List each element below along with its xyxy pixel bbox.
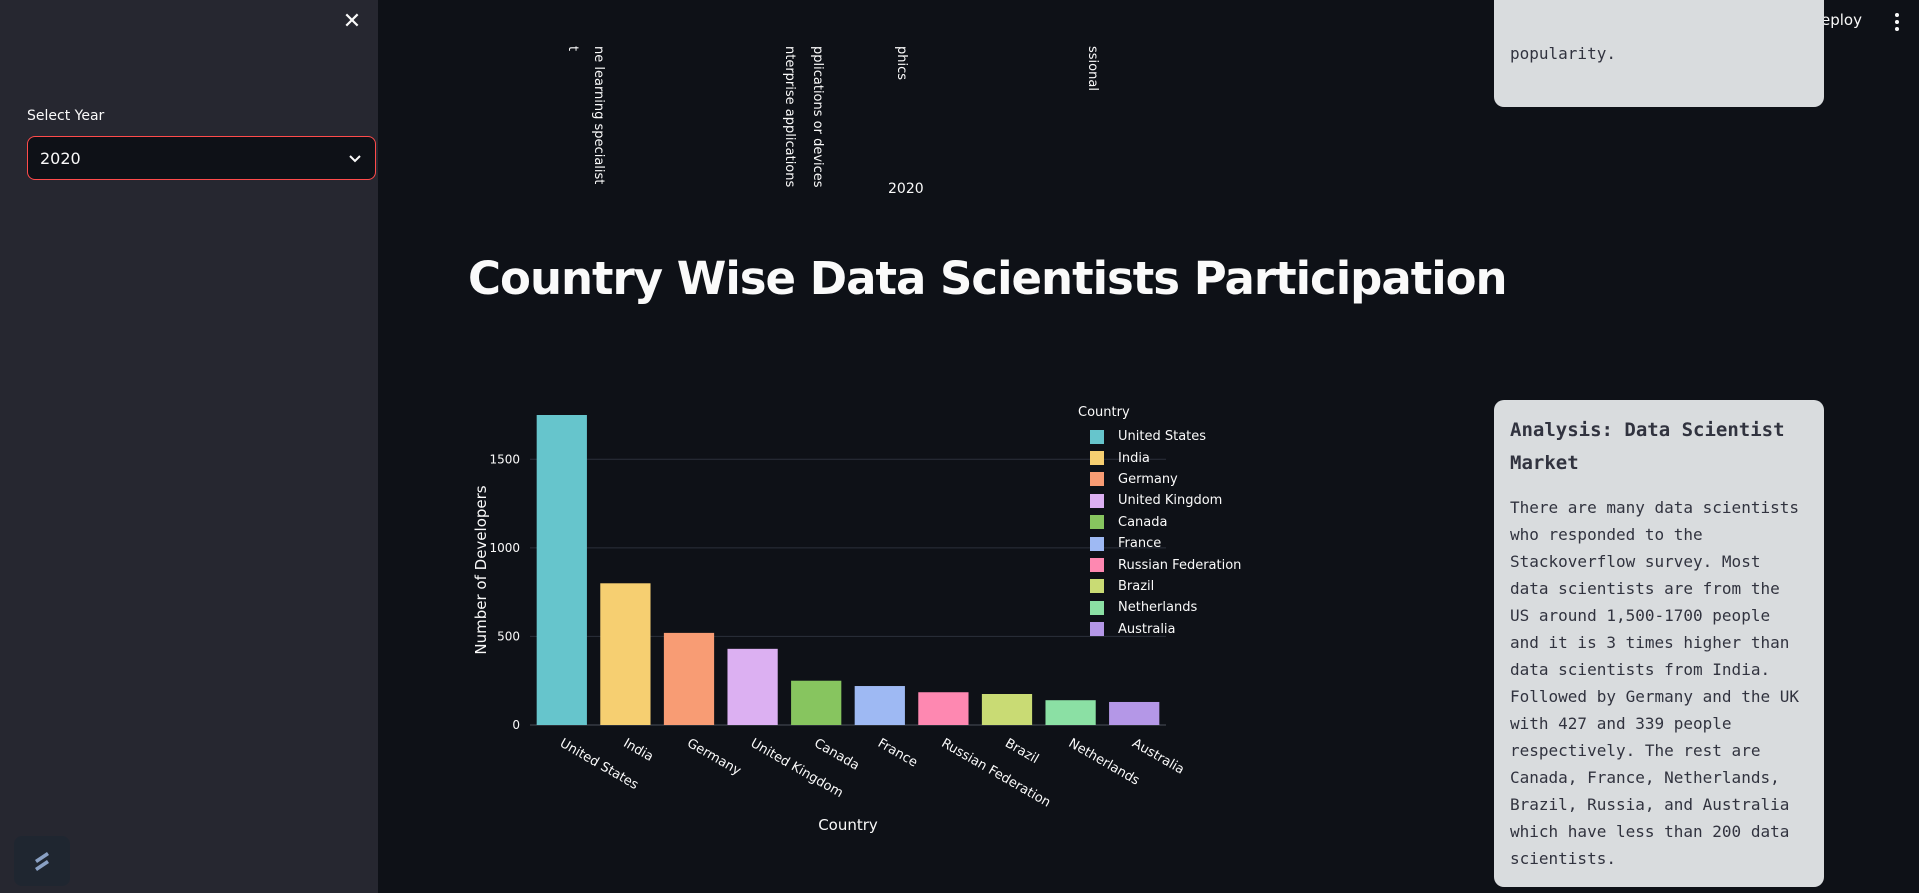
y-tick-label: 0 [512,718,520,732]
x-tick-label: Canada [811,736,861,774]
legend-label: Russian Federation [1118,557,1242,573]
legend-label: Australia [1118,621,1176,637]
legend-swatch [1090,579,1104,594]
kebab-menu-icon[interactable] [1893,12,1901,32]
tick-label: nterprise applications [782,46,797,188]
legend-label: France [1118,536,1162,552]
x-tick-label: Netherlands [1066,736,1142,789]
analysis-title: Analysis: Data Scientist Market [1510,419,1785,474]
x-tick-label: Germany [684,736,744,779]
legend-label: India [1118,450,1150,466]
legend-label: United Kingdom [1118,493,1223,509]
y-tick-label: 1500 [489,452,520,466]
tick-label: ssional [1085,46,1100,91]
x-tick-label: India [621,736,656,765]
bar [854,686,905,725]
chevron-down-icon [349,155,361,163]
year-select-value: 2020 [40,148,81,168]
legend-swatch [1090,600,1104,615]
close-icon[interactable]: ✕ [342,9,362,34]
previous-chart-fragment: t ne learning specialist nterprise appli… [378,46,1919,197]
x-axis-title: Country [818,816,878,834]
legend-item[interactable]: United Kingdom [1078,490,1278,511]
legend-item[interactable]: Germany [1078,469,1278,490]
streamlit-logo-icon[interactable] [14,836,70,886]
legend-label: Germany [1118,471,1178,487]
legend-item[interactable]: Australia [1078,619,1278,640]
legend-item[interactable]: India [1078,447,1278,468]
legend-label: Netherlands [1118,600,1198,616]
sidebar: ✕ Select Year 2020 [0,0,378,893]
legend-label: Brazil [1118,578,1155,594]
bar [663,632,715,725]
y-axis-title: Number of Developers [472,485,490,654]
x-tick-label: Russian Federation [939,736,1053,811]
legend-swatch [1090,451,1104,466]
legend-swatch [1090,429,1104,444]
tick-label: t [565,46,580,52]
legend-item[interactable]: Netherlands [1078,597,1278,618]
main-content: Deploy t ne learning specialist nterpris… [378,0,1919,893]
year-select[interactable]: 2020 [27,136,376,180]
country-bar-chart: 0 500 1000 1500 United States India Germany Uni… [468,390,1268,840]
bar [918,692,969,725]
y-tick-label: 1000 [489,541,520,555]
x-tick-label: Brazil [1002,736,1041,767]
legend-swatch [1090,493,1104,508]
legend-swatch [1090,536,1104,551]
chart-legend: Country United States India Germany United … [1078,405,1278,640]
analysis-body: There are many data scientists who respo… [1510,498,1799,868]
legend-label: Canada [1118,514,1168,530]
legend-item[interactable]: Canada [1078,512,1278,533]
bar [791,680,842,725]
legend-swatch [1090,622,1104,637]
page-title: Country Wise Data Scientists Participati… [468,252,1508,305]
info-card-top: popularity. [1494,0,1824,107]
bar [981,694,1033,725]
bar [536,415,587,725]
legend-title: Country [1078,405,1130,420]
tick-label: pplications or devices [810,46,825,188]
bar [600,583,651,725]
bar [727,648,778,725]
x-axis-title: 2020 [888,181,924,197]
bar [1109,701,1160,725]
x-tick-label: Australia [1129,736,1186,778]
legend-item[interactable]: United States [1078,426,1278,447]
legend-swatch [1090,472,1104,487]
legend-item[interactable]: France [1078,533,1278,554]
legend-item[interactable]: Brazil [1078,576,1278,597]
legend-label: United States [1118,429,1207,445]
bar [1045,700,1096,725]
tick-label: ne learning specialist [591,46,606,185]
legend-swatch [1090,515,1104,530]
x-tick-label: France [875,736,920,771]
select-year-label: Select Year [27,108,105,124]
legend-item[interactable]: Russian Federation [1078,554,1278,575]
y-tick-label: 500 [497,629,520,643]
tick-label: phics [894,46,909,81]
info-card-text: popularity. [1510,44,1616,63]
legend-swatch [1090,558,1104,573]
analysis-card: Analysis: Data Scientist Market There ar… [1494,400,1824,887]
